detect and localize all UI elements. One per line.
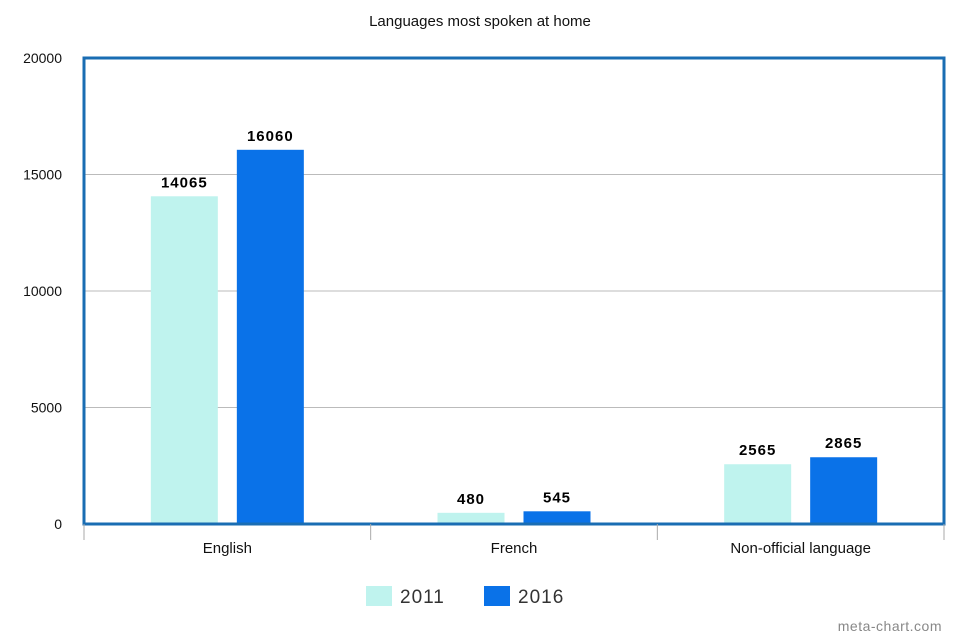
bar-2016-1 [523,511,591,524]
bar-2016-2 [810,457,878,524]
plot-frame [82,56,946,526]
y-tick-label: 10000 [23,283,62,299]
y-tick-label: 0 [54,516,62,532]
data-label: 16060 [247,128,294,145]
x-axis: English French Non-official language [83,524,945,557]
data-label: 545 [543,489,571,506]
chart-title: Languages most spoken at home [369,13,591,30]
x-category-label: English [203,540,252,557]
y-axis: 0 5000 10000 15000 20000 [23,50,62,532]
data-label: 14065 [161,174,208,191]
watermark-text: meta-chart.com [838,618,942,634]
y-tick-label: 20000 [23,50,62,66]
data-label: 2565 [739,442,776,459]
grid-lines [84,174,944,408]
y-tick-label: 15000 [23,167,62,183]
bars: 14065 16060 480 545 2565 2865 [150,128,878,524]
x-category-label: Non-official language [730,540,871,557]
legend: 2011 2016 [366,586,564,608]
bar-2016-0 [236,149,304,524]
y-tick-label: 5000 [31,400,62,416]
legend-label: 2016 [518,587,564,608]
bar-2011-0 [150,196,218,524]
bar-2011-2 [724,464,792,524]
legend-swatch [484,586,510,606]
data-label: 480 [457,491,485,508]
bar-2011-1 [437,512,505,524]
legend-swatch [366,586,392,606]
data-label: 2865 [825,435,862,452]
x-category-label: French [491,540,538,557]
legend-label: 2011 [400,587,445,608]
